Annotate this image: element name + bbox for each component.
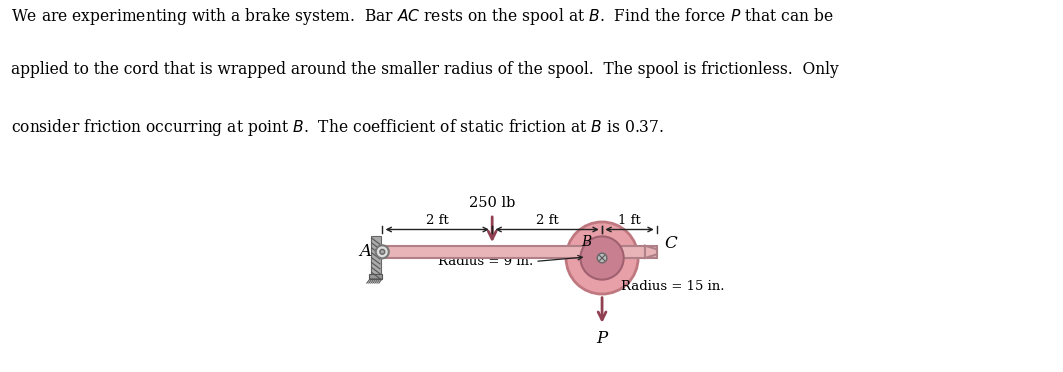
Circle shape: [566, 222, 638, 294]
Bar: [369, 274, 383, 279]
Text: 1 ft: 1 ft: [619, 214, 641, 227]
Text: consider friction occurring at point $B$.  The coefficient of static friction at: consider friction occurring at point $B$…: [11, 117, 664, 138]
Circle shape: [375, 245, 389, 258]
Text: B: B: [581, 235, 592, 249]
Text: A: A: [359, 243, 371, 260]
Text: We are experimenting with a brake system.  Bar $AC$ rests on the spool at $B$.  : We are experimenting with a brake system…: [11, 6, 833, 26]
Text: Radius = 9 in.: Radius = 9 in.: [438, 255, 534, 268]
Text: C: C: [664, 235, 677, 252]
Text: Radius = 15 in.: Radius = 15 in.: [621, 280, 725, 293]
Circle shape: [580, 236, 624, 280]
Polygon shape: [645, 246, 657, 258]
Circle shape: [379, 249, 385, 254]
Circle shape: [597, 253, 607, 263]
Text: applied to the cord that is wrapped around the smaller radius of the spool.  The: applied to the cord that is wrapped arou…: [11, 61, 839, 78]
Text: 2 ft: 2 ft: [536, 214, 558, 227]
Bar: [371, 236, 381, 274]
Bar: [383, 246, 657, 258]
Text: P: P: [596, 330, 608, 347]
Text: 2 ft: 2 ft: [426, 214, 449, 227]
Text: 250 lb: 250 lb: [469, 196, 516, 210]
